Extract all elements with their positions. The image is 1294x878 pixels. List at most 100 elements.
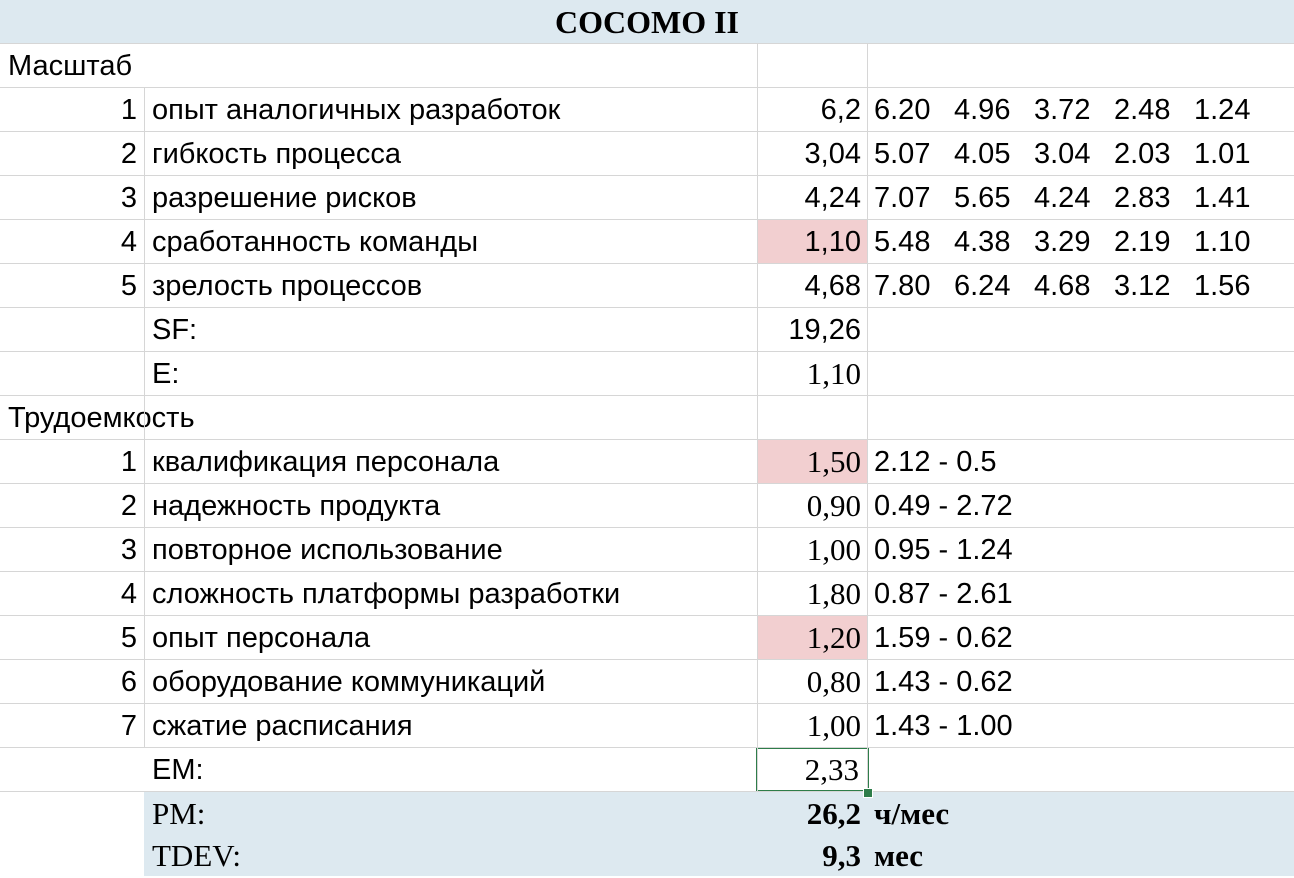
range-text[interactable]: 0.49 - 2.72 <box>874 490 1013 522</box>
factor-name[interactable]: оборудование коммуникаций <box>152 666 546 698</box>
rating-option[interactable]: 3.29 <box>1034 226 1091 258</box>
row-number[interactable]: 2 <box>120 138 137 170</box>
rating-option[interactable]: 2.19 <box>1114 226 1171 258</box>
tdev-label[interactable]: TDEV: <box>152 838 241 873</box>
sheet-title[interactable]: COCOMO II <box>0 0 1294 44</box>
tdev-unit[interactable]: мес <box>874 838 924 873</box>
factor-value[interactable]: 0,80 <box>806 664 861 699</box>
row-number[interactable]: 4 <box>120 578 137 610</box>
rating-option[interactable]: 4.38 <box>954 226 1011 258</box>
row-number[interactable]: 5 <box>120 622 137 654</box>
rating-option[interactable]: 7.07 <box>874 182 931 214</box>
rating-option[interactable]: 4.68 <box>1034 270 1091 302</box>
tdev-value[interactable]: 9,3 <box>822 838 861 873</box>
tdev-row-fill <box>144 836 1294 876</box>
rating-option[interactable]: 2.83 <box>1114 182 1171 214</box>
grid-hline <box>0 615 1294 616</box>
row-number[interactable]: 5 <box>120 270 137 302</box>
factor-name[interactable]: гибкость процесса <box>152 138 401 170</box>
e-value[interactable]: 1,10 <box>806 356 861 391</box>
grid-hline <box>0 527 1294 528</box>
factor-value[interactable]: 1,50 <box>758 440 867 484</box>
range-text[interactable]: 1.43 - 0.62 <box>874 666 1013 698</box>
em-label[interactable]: EM: <box>152 754 204 786</box>
factor-value[interactable]: 4,68 <box>804 270 861 302</box>
range-text[interactable]: 1.59 - 0.62 <box>874 622 1013 654</box>
row-number[interactable]: 1 <box>120 94 137 126</box>
factor-value[interactable]: 1,10 <box>758 220 867 264</box>
grid-hline <box>0 571 1294 572</box>
factor-name[interactable]: разрешение рисков <box>152 182 417 214</box>
row-number[interactable]: 4 <box>120 226 137 258</box>
grid-hline <box>0 659 1294 660</box>
rating-option[interactable]: 6.20 <box>874 94 931 126</box>
range-text[interactable]: 1.43 - 1.00 <box>874 710 1013 742</box>
factor-value[interactable]: 1,00 <box>806 532 861 567</box>
rating-option[interactable]: 1.01 <box>1194 138 1251 170</box>
rating-option[interactable]: 5.65 <box>954 182 1011 214</box>
rating-option[interactable]: 2.03 <box>1114 138 1171 170</box>
rating-option[interactable]: 1.56 <box>1194 270 1251 302</box>
scale-factor-row: 2 гибкость процесса 3,04 5.07 4.05 3.04 2.03 1.… <box>0 132 1294 176</box>
factor-name[interactable]: сработанность команды <box>152 226 479 258</box>
factor-value[interactable]: 6,2 <box>820 94 861 126</box>
rating-option[interactable]: 6.24 <box>954 270 1011 302</box>
pm-unit[interactable]: ч/мес <box>874 796 950 831</box>
rating-option[interactable]: 7.80 <box>874 270 931 302</box>
rating-option[interactable]: 4.24 <box>1034 182 1091 214</box>
factor-value[interactable]: 1,20 <box>758 616 867 660</box>
row-number[interactable]: 3 <box>120 534 137 566</box>
factor-name[interactable]: квалификация персонала <box>152 446 500 478</box>
scale-factor-row: 5 зрелость процессов 4,68 7.80 6.24 4.68 3.12 1… <box>0 264 1294 308</box>
factor-value[interactable]: 1,80 <box>806 576 861 611</box>
factor-name[interactable]: сжатие расписания <box>152 710 413 742</box>
pm-value[interactable]: 26,2 <box>806 796 861 831</box>
factor-name[interactable]: сложность платформы разработки <box>152 578 621 610</box>
factor-name[interactable]: повторное использование <box>152 534 503 566</box>
rating-option[interactable]: 3.12 <box>1114 270 1171 302</box>
rating-option[interactable]: 2.48 <box>1114 94 1171 126</box>
pm-label[interactable]: PM: <box>152 796 206 831</box>
rating-option[interactable]: 3.04 <box>1034 138 1091 170</box>
rating-option[interactable]: 4.05 <box>954 138 1011 170</box>
range-text[interactable]: 0.95 - 1.24 <box>874 534 1013 566</box>
factor-name[interactable]: опыт аналогичных разработок <box>152 94 561 126</box>
rating-option[interactable]: 1.24 <box>1194 94 1251 126</box>
rating-option[interactable]: 5.07 <box>874 138 931 170</box>
grid-hline <box>0 263 1294 264</box>
factor-value[interactable]: 0,90 <box>806 488 861 523</box>
range-text[interactable]: 0.87 - 2.61 <box>874 578 1013 610</box>
grid-hline <box>0 395 1294 396</box>
factor-value[interactable]: 3,04 <box>804 138 861 170</box>
section-header-effort[interactable]: Трудоемкость <box>8 402 195 434</box>
e-label[interactable]: E: <box>152 358 180 390</box>
row-number[interactable]: 2 <box>120 490 137 522</box>
row-number[interactable]: 7 <box>120 710 137 742</box>
factor-value[interactable]: 1,00 <box>806 708 861 743</box>
rating-option[interactable]: 4.96 <box>954 94 1011 126</box>
em-value-selected-cell[interactable]: 2,33 <box>756 747 869 792</box>
fill-handle[interactable] <box>863 788 873 798</box>
factor-name[interactable]: зрелость процессов <box>152 270 423 302</box>
factor-value[interactable]: 4,24 <box>804 182 861 214</box>
effort-multiplier-row: 1 квалификация персонала 1,50 2.12 - 0.5 <box>0 440 1294 484</box>
factor-name[interactable]: опыт персонала <box>152 622 371 654</box>
sf-value[interactable]: 19,26 <box>788 314 861 346</box>
factor-name[interactable]: надежность продукта <box>152 490 441 522</box>
rating-option[interactable]: 3.72 <box>1034 94 1091 126</box>
row-number[interactable]: 6 <box>120 666 137 698</box>
rating-option[interactable]: 1.10 <box>1194 226 1251 258</box>
empty-cell[interactable] <box>758 44 867 88</box>
scale-factor-row: 4 сработанность команды 1,10 5.48 4.38 3.29 2.… <box>0 220 1294 264</box>
row-number[interactable]: 1 <box>120 446 137 478</box>
section-header-scale[interactable]: Масштаб <box>8 50 133 82</box>
row-number[interactable]: 3 <box>120 182 137 214</box>
grid-hline <box>0 175 1294 176</box>
effort-multiplier-row: 4 сложность платформы разработки 1,80 0.87 … <box>0 572 1294 616</box>
sf-label[interactable]: SF: <box>152 314 198 346</box>
grid-hline <box>0 131 1294 132</box>
rating-option[interactable]: 5.48 <box>874 226 931 258</box>
rating-option[interactable]: 1.41 <box>1194 182 1251 214</box>
range-text[interactable]: 2.12 - 0.5 <box>874 446 997 478</box>
